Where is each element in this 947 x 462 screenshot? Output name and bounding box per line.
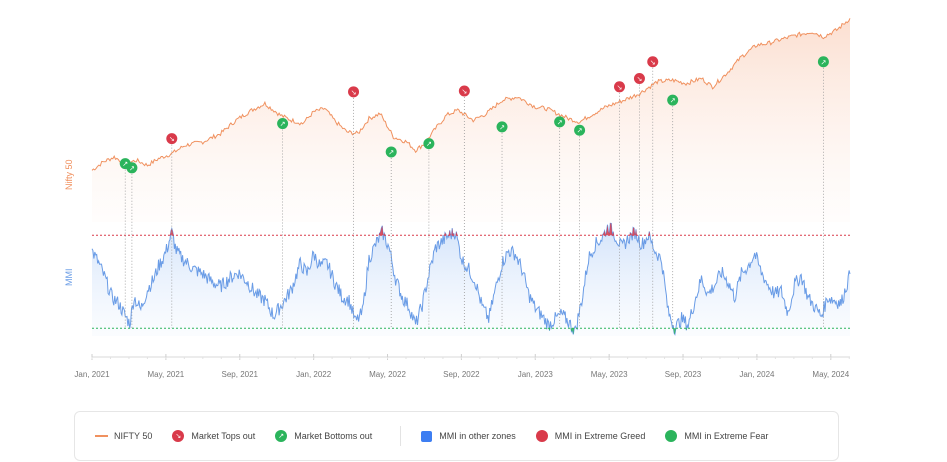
legend-bottoms-label: Market Bottoms out <box>294 431 373 441</box>
mmi-nifty-chart: ↘↘ ↘↘↘↘↗↗↗↗↗↗↗↗↗↗ Jan, 2021 May, 2021 Sep, … <box>74 18 851 379</box>
legend-tops[interactable]: ↘ Market Tops out <box>172 430 255 442</box>
legend-fear-label: MMI in Extreme Fear <box>684 431 769 441</box>
nifty-series <box>91 18 851 222</box>
arrow-down-icon: ↘ <box>172 430 185 442</box>
legend-extreme-fear[interactable]: MMI in Extreme Fear <box>665 430 768 442</box>
mmi-area <box>92 223 850 336</box>
market-bottom-marker-3 <box>385 146 397 158</box>
arrow-up-icon: ↗ <box>280 120 286 128</box>
chart-legend: NIFTY 50 ↘ Market Tops out ↗ Market Bott… <box>74 411 839 461</box>
legend-nifty[interactable]: NIFTY 50 <box>95 431 152 441</box>
arrow-up-icon: ↗ <box>557 118 563 126</box>
arrow-up-icon: ↗ <box>499 123 505 131</box>
market-bottom-marker-6 <box>554 116 566 128</box>
mmi-series <box>91 222 851 336</box>
market-top-marker-0 <box>166 133 178 145</box>
x-tick-label-6: Jan, 2023 <box>518 370 554 379</box>
arrow-up-icon: ↗ <box>388 148 394 156</box>
x-tick-label-8: Sep, 2023 <box>665 370 702 379</box>
arrow-up-icon: ↗ <box>670 97 676 105</box>
fear-swatch <box>665 430 678 442</box>
other-zone-swatch <box>421 430 433 442</box>
x-tick-label-10: May, 2024 <box>812 370 849 379</box>
market-top-marker-5 <box>647 56 659 68</box>
legend-bottoms[interactable]: ↗ Market Bottoms out <box>275 430 372 442</box>
market-top-marker-2 <box>458 85 470 97</box>
arrow-up-icon: ↗ <box>820 58 826 66</box>
nifty-line-swatch <box>95 435 108 437</box>
legend-greed-label: MMI in Extreme Greed <box>554 431 646 441</box>
arrow-down-icon: ↘ <box>461 87 467 95</box>
market-bottom-marker-5 <box>496 121 508 133</box>
market-bottom-marker-9 <box>817 56 829 68</box>
x-tick-label-3: Jan, 2022 <box>296 370 332 379</box>
market-top-marker-3 <box>613 81 625 93</box>
x-tick-label-0: Jan, 2021 <box>74 370 110 379</box>
arrow-up-icon: ↗ <box>577 127 583 135</box>
legend-nifty-label: NIFTY 50 <box>114 431 153 441</box>
mmi-line <box>91 222 851 336</box>
market-markers: ↘↘ ↘↘↘↘↗↗↗↗↗↗↗↗↗↗ <box>119 56 829 328</box>
market-bottom-marker-4 <box>423 138 435 150</box>
market-bottom-marker-7 <box>574 124 586 136</box>
market-top-marker-1 <box>348 86 360 98</box>
x-tick-label-9: Jan, 2024 <box>739 370 775 379</box>
legend-other-zones[interactable]: MMI in other zones <box>421 430 516 442</box>
arrow-up-icon: ↗ <box>426 140 432 148</box>
market-bottom-marker-8 <box>667 94 679 106</box>
x-tick-label-2: Sep, 2021 <box>222 370 259 379</box>
market-bottom-marker-1 <box>126 162 138 174</box>
arrow-down-icon: ↘ <box>650 58 656 66</box>
legend-tops-label: Market Tops out <box>191 431 256 441</box>
nifty-area <box>92 18 850 222</box>
arrow-down-icon: ↘ <box>637 75 643 83</box>
greed-swatch <box>535 430 548 442</box>
mmi-axis-label: MMI <box>64 268 74 287</box>
x-tick-label-1: May, 2021 <box>147 370 184 379</box>
x-tick-label-5: Sep, 2022 <box>443 370 480 379</box>
nifty-line <box>91 18 851 171</box>
x-axis: Jan, 2021 May, 2021 Sep, 2021 Jan, 2022 May,… <box>74 354 850 379</box>
arrow-up-icon: ↗ <box>122 160 128 168</box>
legend-divider <box>400 426 402 446</box>
arrow-down-icon: ↘ <box>351 88 357 96</box>
nifty-axis-label: Nifty 50 <box>64 159 74 190</box>
market-bottom-marker-2 <box>277 118 289 130</box>
x-tick-label-7: May, 2023 <box>591 370 628 379</box>
market-top-marker-4 <box>633 72 645 84</box>
arrow-down-icon: ↘ <box>617 83 623 91</box>
arrow-up-icon: ↗ <box>275 430 288 442</box>
extreme-greed-zone <box>92 223 850 236</box>
legend-other-label: MMI in other zones <box>439 431 516 441</box>
arrow-down-icon: ↘ <box>169 135 175 143</box>
legend-extreme-greed[interactable]: MMI in Extreme Greed <box>535 430 646 442</box>
x-tick-label-4: May, 2022 <box>369 370 406 379</box>
arrow-up-icon: ↗ <box>129 164 135 172</box>
